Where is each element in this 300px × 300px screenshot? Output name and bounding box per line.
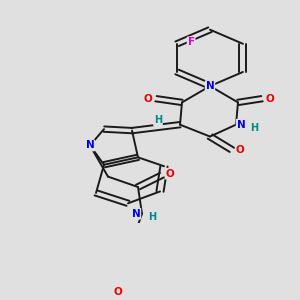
Text: H: H bbox=[154, 115, 162, 125]
Text: F: F bbox=[188, 37, 195, 47]
Text: O: O bbox=[114, 287, 122, 297]
Text: H: H bbox=[148, 212, 156, 222]
Text: N: N bbox=[85, 140, 94, 150]
Text: N: N bbox=[237, 120, 245, 130]
Text: O: O bbox=[266, 94, 274, 104]
Text: N: N bbox=[206, 81, 214, 91]
Text: O: O bbox=[236, 145, 244, 155]
Text: H: H bbox=[250, 123, 258, 134]
Text: O: O bbox=[144, 94, 152, 104]
Text: O: O bbox=[166, 169, 174, 178]
Text: N: N bbox=[132, 209, 140, 219]
